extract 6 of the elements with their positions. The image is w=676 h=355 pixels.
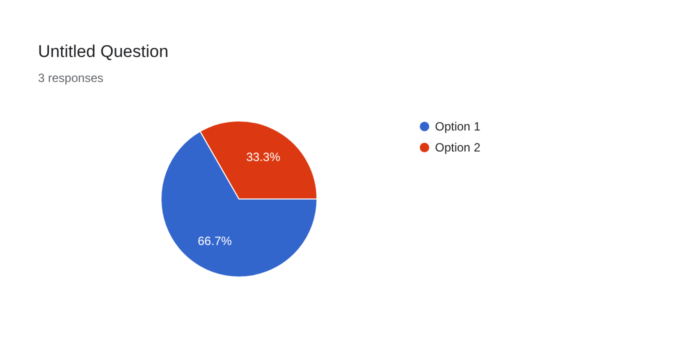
legend-label: Option 1: [435, 120, 481, 134]
data-label: 33.3%: [246, 150, 281, 164]
chart-title: Untitled Question: [38, 42, 168, 61]
legend-label: Option 2: [435, 140, 481, 154]
data-label: 66.7%: [198, 234, 232, 248]
chart-subtitle: 3 responses: [38, 71, 104, 85]
